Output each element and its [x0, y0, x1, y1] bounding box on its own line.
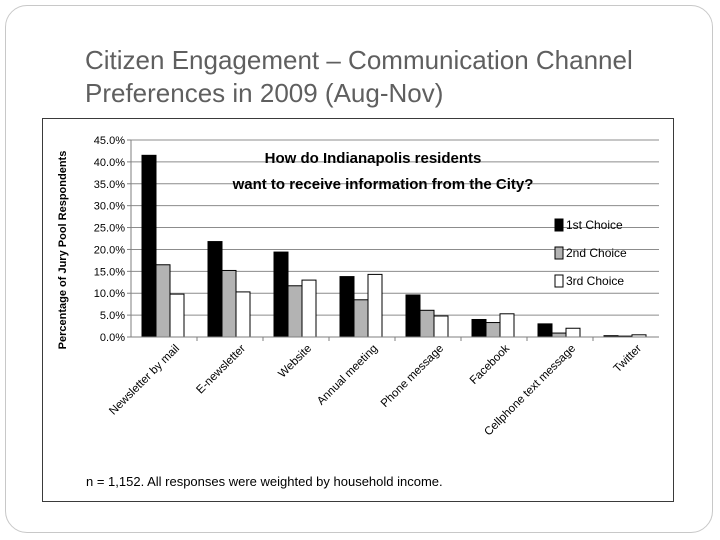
slide-title-line-1: Citizen Engagement – Communication Chann… [85, 45, 633, 75]
y-tick-label: 35.0% [94, 179, 125, 191]
bar-2nd-choice [353, 299, 369, 338]
x-tick-label: Facebook [468, 342, 512, 386]
slide-title-line-2: Preferences in 2009 (Aug-Nov) [85, 78, 444, 108]
y-tick-label: 15.0% [94, 266, 125, 278]
x-tick-labels: Newsletter by mail E-newsletter Website Ann… [107, 342, 644, 438]
x-tick-label: Newsletter by mail [107, 343, 182, 418]
bar-2nd-choice [287, 285, 303, 338]
bar-1st-choice [471, 318, 487, 338]
chart-frame: 0.0% 5.0% 10.0% 15.0% 20.0% 25.0% 30.0% 35.0% 40… [42, 118, 674, 502]
y-tick-label: 45.0% [94, 135, 125, 147]
legend-swatch [554, 218, 564, 232]
legend-swatch [554, 246, 564, 260]
x-tick-label: Website [276, 343, 314, 381]
bar-3rd-choice [235, 291, 251, 338]
bars [141, 154, 647, 338]
x-tick-label: Twitter [612, 343, 645, 376]
bar-1st-choice [207, 241, 223, 338]
legend-swatch [554, 274, 564, 288]
chart-title-line-2: want to receive information from the Cit… [232, 176, 534, 193]
y-tick-label: 40.0% [94, 157, 125, 169]
bar-1st-choice [273, 251, 289, 338]
bar-1st-choice [537, 323, 553, 338]
legend-label: 3rd Choice [566, 274, 624, 288]
bar-chart: 0.0% 5.0% 10.0% 15.0% 20.0% 25.0% 30.0% 35.0% 40… [57, 135, 659, 489]
bar-2nd-choice [221, 269, 237, 338]
x-tick-label: Annual meeting [315, 343, 380, 408]
bar-3rd-choice [565, 327, 581, 338]
bar-1st-choice [339, 276, 355, 338]
bar-1st-choice [141, 154, 157, 338]
bar-2nd-choice [551, 332, 567, 338]
bar-2nd-choice [485, 322, 501, 338]
legend-label: 2nd Choice [566, 246, 627, 260]
x-tick-label: E-newsletter [194, 343, 248, 397]
y-axis-title: Percentage of Jury Pool Respondents [57, 151, 69, 350]
slide-title: Citizen Engagement – Communication Chann… [85, 44, 705, 110]
y-tick-label: 0.0% [100, 332, 125, 344]
bar-2nd-choice [155, 264, 171, 338]
bar-3rd-choice [367, 273, 383, 338]
bar-3rd-choice [169, 293, 185, 338]
bar-2nd-choice [419, 309, 435, 338]
bar-3rd-choice [499, 313, 515, 338]
bar-3rd-choice [433, 315, 449, 338]
legend: 1st Choice 2nd Choice 3rd Choice [554, 218, 627, 288]
y-tick-label: 5.0% [100, 310, 125, 322]
y-tick-labels: 0.0% 5.0% 10.0% 15.0% 20.0% 25.0% 30.0% 35.0% 40… [94, 135, 125, 344]
y-tick-label: 10.0% [94, 288, 125, 300]
bar-1st-choice [405, 294, 421, 338]
x-tick-label: Phone message [379, 343, 446, 410]
bar-3rd-choice [301, 279, 317, 338]
gridlines [127, 139, 659, 341]
y-tick-label: 25.0% [94, 223, 125, 235]
y-tick-label: 30.0% [94, 201, 125, 213]
y-tick-label: 20.0% [94, 244, 125, 256]
chart-title-line-1: How do Indianapolis residents [265, 150, 482, 167]
legend-label: 1st Choice [566, 218, 623, 232]
axes [130, 140, 659, 338]
footnote: n = 1,152. All responses were weighted b… [86, 474, 443, 489]
